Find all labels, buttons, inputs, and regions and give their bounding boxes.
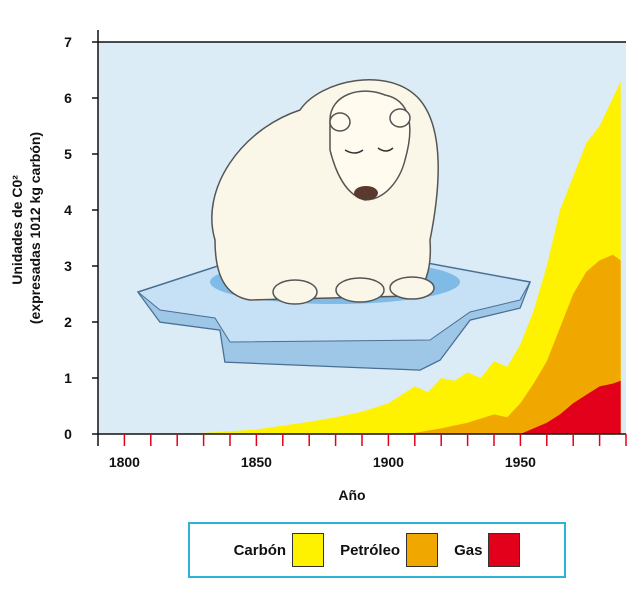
x-axis-ticks: 1800 1850 1900 1950	[109, 434, 627, 470]
legend-item-petroleo: Petróleo	[340, 533, 439, 567]
y-tick-label: 0	[64, 426, 72, 442]
legend-label-gas: Gas	[454, 541, 483, 559]
y-tick-label: 4	[64, 202, 72, 218]
legend-swatch-carbon	[292, 533, 325, 567]
y-axis-title: Unidades de C0² (expresadas 1012 kg carb…	[9, 132, 43, 324]
polar-bear-illustration	[136, 79, 532, 371]
y-axis-ticks: 0 1 2 3 4 5 6 7	[64, 34, 98, 442]
legend-item-carbon: Carbón	[234, 533, 325, 567]
legend-swatch-gas	[488, 533, 521, 567]
y-axis-title-line2: (expresadas 1012 kg carbón)	[27, 132, 43, 324]
x-tick-label: 1850	[241, 454, 272, 470]
y-tick-label: 5	[64, 146, 72, 162]
x-tick-label: 1900	[373, 454, 404, 470]
chart: 0 1 2 3 4 5 6 7 1800 1850 1900 1950 Año Unidades d…	[9, 30, 627, 503]
x-tick-label: 1950	[505, 454, 536, 470]
legend: Carbón Petróleo Gas	[188, 522, 566, 578]
legend-label-carbon: Carbón	[233, 541, 287, 559]
legend-label-petroleo: Petróleo	[340, 541, 401, 559]
y-axis-title-line1: Unidades de C0²	[9, 175, 25, 285]
y-tick-label: 2	[64, 314, 72, 330]
y-tick-label: 6	[64, 90, 72, 106]
x-tick-label: 1800	[109, 454, 140, 470]
x-axis-title: Año	[338, 487, 365, 503]
area-series-2	[520, 380, 621, 434]
y-tick-label: 7	[64, 34, 72, 50]
y-tick-label: 1	[64, 370, 72, 386]
area-series-group	[124, 81, 621, 434]
legend-swatch-petroleo	[406, 533, 439, 567]
area-series-1	[388, 254, 621, 434]
y-tick-label: 3	[64, 258, 72, 274]
legend-item-gas: Gas	[454, 533, 521, 567]
